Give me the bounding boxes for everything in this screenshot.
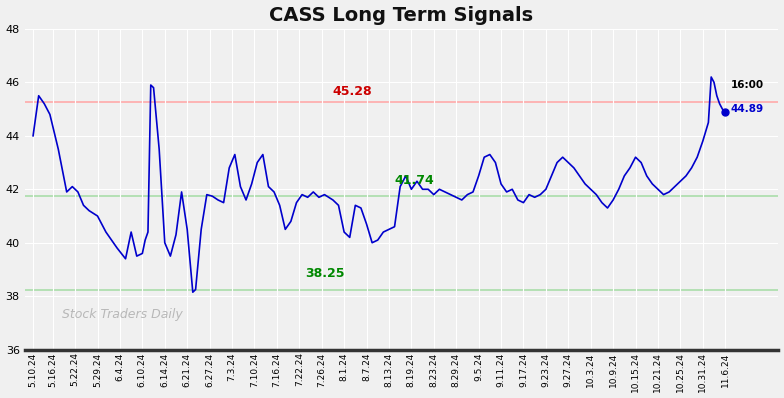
Text: 38.25: 38.25	[305, 267, 344, 281]
Text: Stock Traders Daily: Stock Traders Daily	[63, 308, 183, 321]
Text: 44.89: 44.89	[731, 104, 764, 114]
Text: 45.28: 45.28	[332, 85, 372, 98]
Title: CASS Long Term Signals: CASS Long Term Signals	[270, 6, 534, 25]
Text: 41.74: 41.74	[394, 174, 434, 187]
Text: 16:00: 16:00	[731, 80, 764, 90]
